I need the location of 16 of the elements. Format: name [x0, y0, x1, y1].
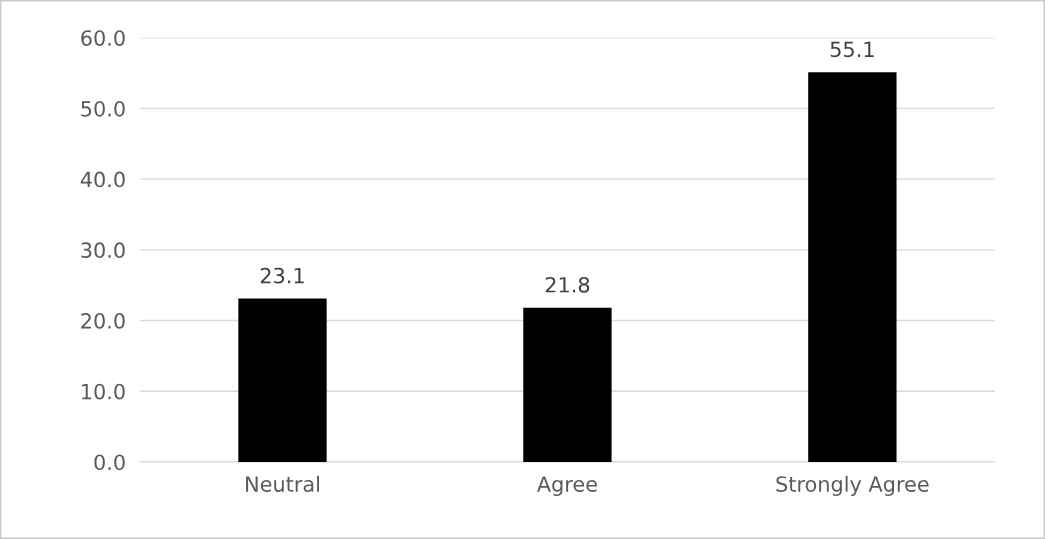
y-tick-label: 20.0: [81, 312, 125, 329]
y-tick-label: 40.0: [80, 171, 125, 188]
data-label: 21.8: [545, 276, 590, 293]
data-label: 55.1: [830, 41, 874, 58]
data-label: 23.1: [260, 267, 304, 284]
x-tick-label: Agree: [536, 476, 597, 496]
x-tick-label: Strongly Agree: [776, 475, 929, 496]
y-tick-label: 30.0: [81, 242, 125, 259]
bar: [808, 72, 897, 462]
y-tick-label: 50.0: [81, 100, 125, 117]
y-tick-label: 60.0: [81, 30, 125, 46]
y-tick-label: 0.0: [94, 454, 125, 471]
bar: [523, 307, 612, 462]
bar: [238, 298, 327, 462]
x-tick-label: Neutral: [246, 475, 319, 492]
y-tick-label: 10.0: [82, 383, 125, 400]
